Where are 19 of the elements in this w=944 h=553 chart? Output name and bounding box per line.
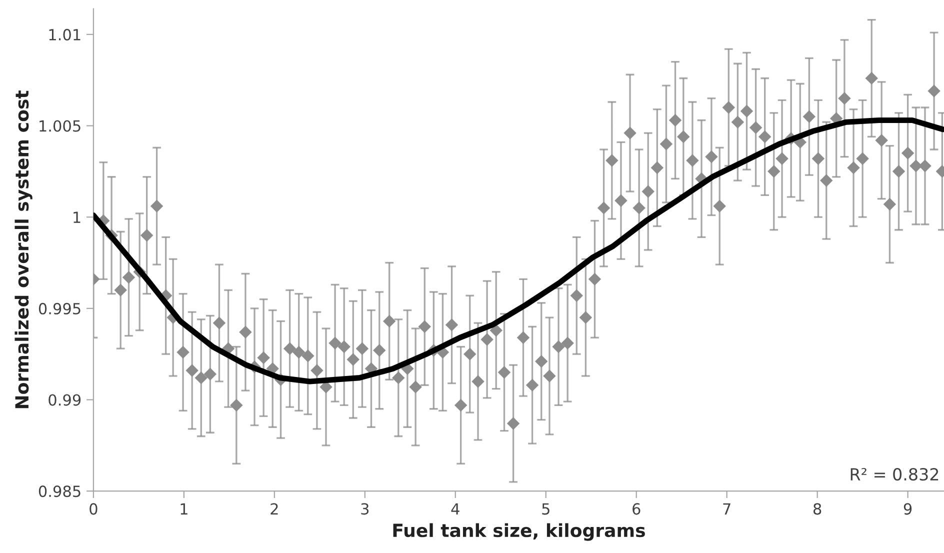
y-tick-label: 1.005 [40,120,80,132]
y-axis-title: Normalized overall system cost [14,90,32,408]
y-tick-label: 1.01 [49,28,80,40]
x-tick-label: 1 [180,503,188,514]
y-tick-label: 1 [74,212,80,223]
y-tick-label: 0.995 [38,302,80,314]
x-tick-label: 3 [361,503,369,515]
x-tick-label: 7 [723,503,730,514]
y-tick-label: 0.985 [38,486,80,498]
y-tick-label: 0.99 [48,394,81,406]
x-tick-label: 6 [632,503,640,515]
x-tick-label: 5 [542,503,550,515]
annotation: R² = 0.832 [850,468,938,481]
x-tick-label: 4 [451,503,460,514]
x-tick-label: 2 [270,503,278,514]
x-tick-label: 0 [90,503,98,515]
x-tick-label: 9 [904,503,912,515]
x-tick-label: 8 [814,503,822,515]
x-axis-title: Fuel tank size, kilograms [393,523,645,541]
